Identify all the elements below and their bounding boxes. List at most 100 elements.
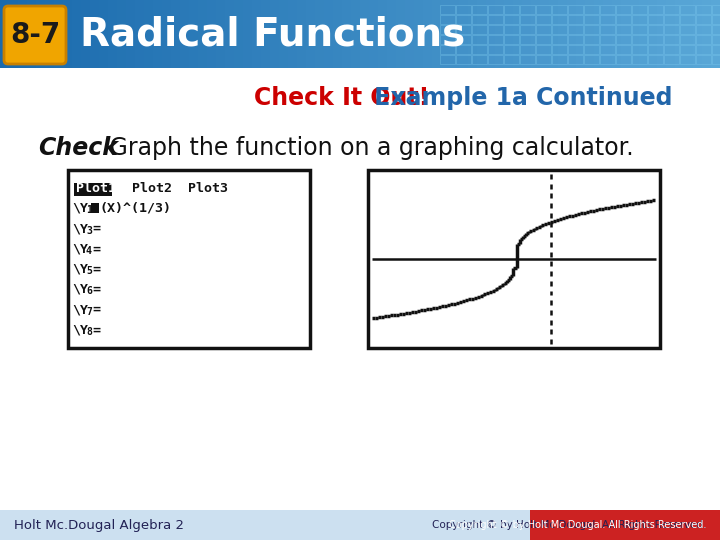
Bar [680, 25, 695, 34]
Bar [712, 45, 720, 54]
Bar [243, 0, 253, 68]
Bar [234, 0, 244, 68]
Text: =: = [92, 262, 100, 275]
Bar [696, 25, 711, 34]
Bar [72, 0, 82, 68]
Bar [513, 0, 523, 68]
Bar [632, 45, 647, 54]
Text: \Y: \Y [72, 323, 88, 336]
Bar [600, 15, 615, 24]
Bar [333, 0, 343, 68]
Text: 5: 5 [86, 266, 92, 276]
Text: =: = [92, 323, 100, 336]
Text: (X)^(1/3): (X)^(1/3) [100, 202, 172, 215]
Bar [45, 0, 55, 68]
Bar [632, 5, 647, 14]
Bar [536, 35, 551, 44]
Bar [552, 15, 567, 24]
Bar [684, 0, 694, 68]
Bar [712, 35, 720, 44]
Bar [440, 25, 455, 34]
Bar [368, 170, 660, 348]
FancyBboxPatch shape [4, 6, 66, 64]
Bar [81, 0, 91, 68]
Bar [477, 0, 487, 68]
Bar [91, 204, 99, 213]
Bar [488, 35, 503, 44]
Bar [552, 55, 567, 64]
Bar [440, 45, 455, 54]
Bar [504, 5, 519, 14]
Bar [594, 0, 604, 68]
Text: \Y: \Y [72, 283, 88, 296]
Bar [405, 0, 415, 68]
Bar [63, 0, 73, 68]
Bar [207, 0, 217, 68]
Text: \Y: \Y [72, 262, 88, 275]
Bar [440, 5, 455, 14]
Bar [488, 25, 503, 34]
Bar [456, 35, 471, 44]
Bar [472, 15, 487, 24]
Bar [552, 35, 567, 44]
Bar [468, 0, 478, 68]
Bar [712, 25, 720, 34]
Bar [568, 55, 583, 64]
Bar [632, 35, 647, 44]
Bar [153, 0, 163, 68]
Text: \Y: \Y [72, 222, 88, 235]
Text: 6: 6 [86, 286, 92, 296]
Bar [680, 15, 695, 24]
Bar [696, 15, 711, 24]
Text: =: = [92, 303, 100, 316]
Bar [504, 45, 519, 54]
Bar [584, 45, 599, 54]
Bar [279, 0, 289, 68]
Text: 8-7: 8-7 [10, 21, 60, 49]
Text: 3: 3 [86, 226, 92, 235]
Bar [632, 15, 647, 24]
Bar [712, 55, 720, 64]
Bar [27, 0, 37, 68]
Bar [456, 5, 471, 14]
Bar [432, 0, 442, 68]
Bar [90, 0, 100, 68]
Text: Copyright © by Holt Mc Dougal. All Rights Reserved.: Copyright © by Holt Mc Dougal. All Right… [449, 520, 706, 530]
Bar [504, 15, 519, 24]
Bar [520, 35, 535, 44]
Bar [441, 0, 451, 68]
Bar [117, 0, 127, 68]
Bar [9, 0, 19, 68]
Bar [18, 0, 28, 68]
Bar [270, 0, 280, 68]
Bar [600, 25, 615, 34]
Bar [99, 0, 109, 68]
Bar [225, 0, 235, 68]
Bar [423, 0, 433, 68]
Bar [536, 25, 551, 34]
Bar [456, 45, 471, 54]
Bar [603, 0, 613, 68]
Bar [540, 0, 550, 68]
Bar [456, 15, 471, 24]
Bar [600, 35, 615, 44]
Bar [567, 0, 577, 68]
Bar [74, 183, 112, 195]
Bar [648, 25, 663, 34]
Bar [616, 5, 631, 14]
Bar [664, 25, 679, 34]
Bar [297, 0, 307, 68]
Text: \Y: \Y [72, 303, 88, 316]
Bar [600, 5, 615, 14]
Text: Plot2  Plot3: Plot2 Plot3 [116, 181, 228, 194]
Bar [568, 15, 583, 24]
Bar [180, 0, 190, 68]
Bar [584, 35, 599, 44]
Bar [495, 0, 505, 68]
Bar [488, 5, 503, 14]
Bar [584, 25, 599, 34]
Bar [648, 45, 663, 54]
Text: Example 1a Continued: Example 1a Continued [366, 86, 672, 110]
Bar [568, 35, 583, 44]
Bar [68, 170, 310, 348]
